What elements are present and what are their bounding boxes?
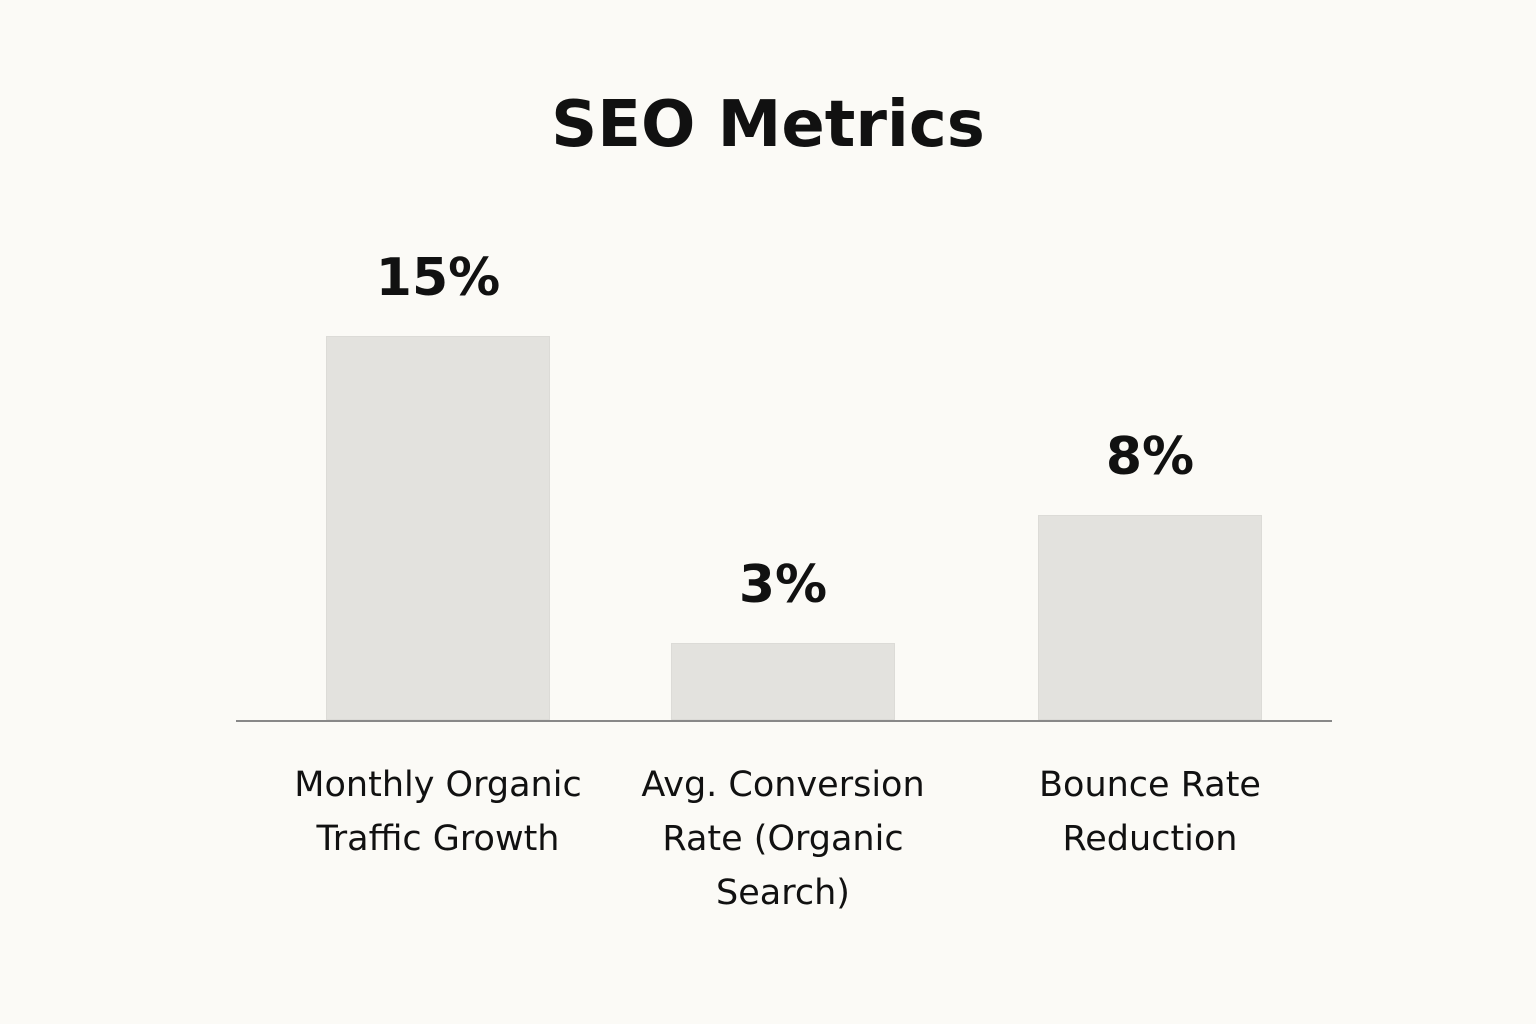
baseline bbox=[236, 720, 1332, 722]
bar bbox=[1038, 515, 1262, 720]
chart-title: SEO Metrics bbox=[551, 88, 985, 162]
value-label: 8% bbox=[1105, 427, 1195, 488]
category-label: Bounce Rate Reduction bbox=[1039, 765, 1261, 859]
bar bbox=[326, 336, 550, 720]
category-label: Monthly Organic Traffic Growth bbox=[294, 765, 582, 859]
bar bbox=[671, 643, 895, 720]
value-label: 3% bbox=[738, 555, 828, 616]
category-label: Avg. Conversion Rate (Organic Search) bbox=[641, 765, 925, 913]
value-label: 15% bbox=[375, 248, 501, 308]
